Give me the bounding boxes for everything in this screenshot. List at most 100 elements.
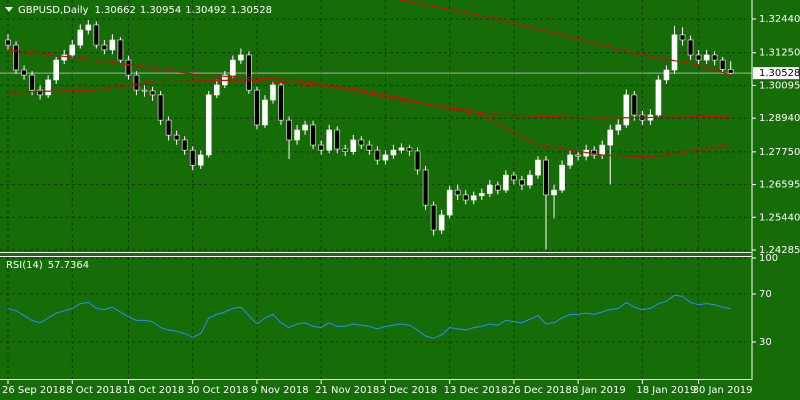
- candle-body: [213, 84, 220, 96]
- candle-body: [61, 54, 68, 61]
- x-tick-label: 18 Oct 2018: [122, 385, 184, 396]
- candle-body: [607, 129, 614, 146]
- candle-body: [438, 214, 445, 231]
- symbol: GBPUSD,Daily: [18, 5, 89, 16]
- rsi-title: RSI(14) 57.7364: [6, 260, 89, 271]
- y-tick-label: 1.32440: [759, 14, 800, 25]
- candle-body: [591, 149, 597, 156]
- candle-body: [374, 149, 381, 161]
- candle-body: [37, 89, 43, 96]
- rsi-name: RSI(14): [6, 260, 43, 271]
- candle-body: [149, 90, 156, 96]
- candle-body: [109, 39, 116, 51]
- candle-body: [727, 69, 734, 74]
- candle-body: [559, 164, 565, 191]
- candle-body: [663, 69, 670, 81]
- candle-body: [334, 129, 341, 150]
- candle-body: [470, 195, 477, 201]
- candle-body: [719, 59, 726, 70]
- x-tick-label: 13 Dec 2018: [444, 385, 508, 396]
- x-tick-label: 3 Dec 2018: [379, 385, 437, 396]
- candle-body: [511, 174, 517, 181]
- y-tick-label: 1.26595: [759, 180, 800, 191]
- candle-body: [422, 169, 429, 206]
- candle-body: [575, 154, 581, 157]
- y-tick-label: 1.28940: [759, 113, 800, 124]
- candle-body: [358, 139, 365, 146]
- rsi-value: 57.7364: [48, 260, 89, 271]
- candle-body: [278, 84, 284, 121]
- candle-body: [631, 94, 638, 116]
- x-tick-label: 26 Sep 2018: [2, 385, 65, 396]
- candle-body: [318, 144, 324, 151]
- candle-body: [69, 44, 76, 56]
- candle-body: [430, 204, 437, 231]
- moving-average: [7, 49, 731, 119]
- candle-body: [173, 134, 180, 141]
- candle-body: [238, 54, 244, 61]
- open-value: 1.30662: [95, 5, 136, 16]
- x-tick-label: 18 Jan 2019: [636, 385, 696, 396]
- x-tick-label: 8 Jan 2019: [572, 385, 626, 396]
- candle-body: [165, 119, 172, 136]
- candle-body: [205, 94, 212, 156]
- candle-body: [125, 59, 132, 76]
- y-tick-label: 1.24285: [759, 245, 800, 256]
- candle-body: [85, 24, 92, 31]
- candle-body: [230, 59, 236, 76]
- candle-body: [45, 79, 51, 96]
- candle-body: [398, 147, 405, 151]
- candle-body: [711, 54, 718, 61]
- candle-body: [406, 147, 413, 152]
- candle-body: [29, 74, 35, 91]
- chart-title: GBPUSD,Daily 1.30662 1.30954 1.30492 1.30528: [18, 5, 272, 16]
- x-tick-label: 8 Oct 2018: [66, 385, 121, 396]
- candle-body: [21, 69, 27, 76]
- candle-body: [390, 149, 397, 156]
- x-tick-label: 26 Dec 2018: [508, 385, 572, 396]
- candle-body: [462, 194, 469, 201]
- candle-body: [302, 124, 308, 131]
- high-value: 1.30954: [140, 5, 181, 16]
- candle-body: [189, 149, 196, 166]
- x-tick-label: 21 Nov 2018: [315, 385, 379, 396]
- candle-body: [671, 34, 678, 71]
- candle-body: [246, 54, 252, 91]
- candle-body: [93, 24, 100, 46]
- candle-body: [77, 29, 84, 46]
- candle-body: [695, 54, 702, 61]
- candle-body: [519, 179, 525, 186]
- candle-body: [181, 139, 188, 151]
- candle-body: [366, 144, 373, 151]
- candle-body: [254, 89, 260, 126]
- candle-body: [486, 184, 493, 194]
- menu-arrow[interactable]: [5, 7, 13, 12]
- candle-body: [197, 154, 204, 166]
- candle-body: [503, 174, 509, 191]
- candle-body: [567, 154, 573, 166]
- candle-body: [615, 124, 622, 131]
- low-value: 1.30492: [185, 5, 226, 16]
- candle-body: [5, 39, 11, 46]
- y-tick-label: 1.27750: [759, 147, 800, 158]
- candle-body: [157, 94, 164, 121]
- candle-body: [679, 34, 686, 41]
- candle-body: [543, 159, 549, 196]
- candle-body: [382, 154, 389, 161]
- close-value: 1.30528: [231, 5, 272, 16]
- y-tick-label: 1.31250: [759, 48, 800, 59]
- candle-body: [342, 148, 349, 152]
- candle-body: [294, 129, 300, 141]
- candle-body: [270, 84, 276, 101]
- y-tick-label: 100: [759, 253, 778, 264]
- candle-body: [495, 184, 501, 191]
- candle-body: [623, 94, 630, 126]
- candle-body: [454, 189, 461, 196]
- candle-body: [599, 144, 606, 156]
- candle-body: [414, 150, 421, 171]
- candle-body: [703, 54, 710, 61]
- y-tick-label: 70: [759, 289, 772, 300]
- candle-body: [141, 89, 148, 92]
